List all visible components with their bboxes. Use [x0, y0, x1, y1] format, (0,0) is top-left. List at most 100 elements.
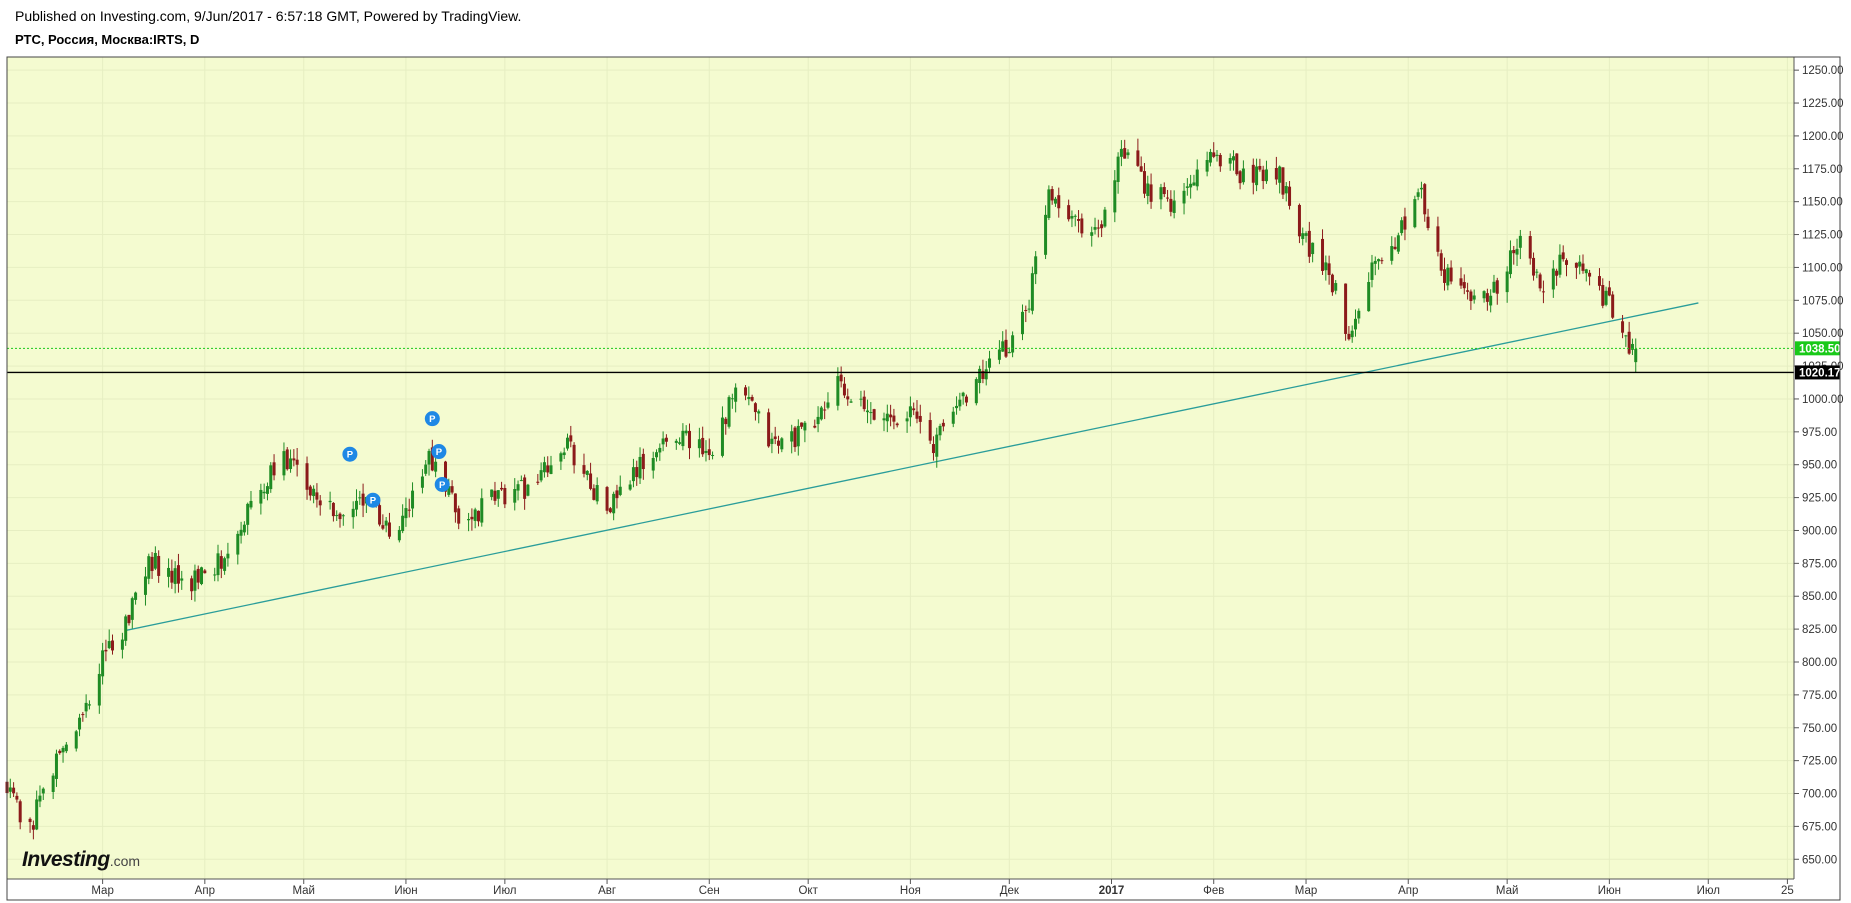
- event-marker[interactable]: P: [434, 476, 450, 492]
- candle-body: [143, 576, 147, 595]
- event-marker[interactable]: P: [342, 446, 358, 462]
- candle-body: [542, 462, 546, 473]
- y-tick-label: 850.00: [1802, 591, 1837, 603]
- trendline[interactable]: [125, 302, 1699, 632]
- candle-body: [1166, 197, 1170, 199]
- candle-body: [223, 558, 227, 571]
- candle-body: [1489, 295, 1493, 306]
- y-tick-label: 900.00: [1802, 525, 1837, 537]
- candle-body: [839, 374, 843, 382]
- y-tick-label: 775.00: [1802, 690, 1837, 702]
- candle-body: [681, 430, 685, 447]
- y-tick-label: 800.00: [1802, 657, 1837, 669]
- candle-body: [1423, 184, 1427, 215]
- published-info: Published on Investing.com, 9/Jun/2017 -…: [15, 8, 522, 24]
- candle-body: [565, 437, 569, 449]
- candle-body: [361, 493, 365, 506]
- candle-body: [41, 788, 45, 794]
- candle-body: [569, 435, 573, 442]
- last-price-badge: 1038.50: [1795, 341, 1841, 356]
- candle-body: [1535, 271, 1539, 273]
- event-marker-circle: [434, 476, 450, 492]
- price-axis[interactable]: [1794, 57, 1840, 879]
- candle-body: [615, 490, 619, 499]
- event-marker-label: P: [347, 450, 354, 461]
- candle-body: [173, 568, 177, 584]
- candle-body: [1508, 250, 1512, 275]
- candle-body: [1505, 271, 1509, 293]
- event-marker[interactable]: P: [424, 411, 440, 427]
- candle-body: [1215, 154, 1219, 156]
- candle-body: [1439, 253, 1443, 271]
- candle-body: [1565, 260, 1569, 265]
- event-marker[interactable]: P: [431, 444, 447, 460]
- y-tick-label: 975.00: [1802, 427, 1837, 439]
- candle-body: [1462, 282, 1466, 289]
- candle-body: [1621, 321, 1625, 333]
- chart-frame: [6, 56, 1841, 901]
- candle-body: [351, 508, 355, 518]
- candle-body: [203, 570, 207, 574]
- candle-body: [638, 456, 642, 479]
- candle-body: [295, 459, 299, 465]
- candle-body: [285, 449, 289, 470]
- candle-body: [453, 493, 457, 513]
- candle-body: [378, 505, 382, 525]
- candle-body: [1073, 215, 1077, 217]
- candle-body: [585, 470, 589, 475]
- candle-body: [595, 485, 599, 502]
- candle-body: [219, 556, 223, 569]
- candle-body: [1113, 180, 1117, 213]
- candle-body: [836, 376, 840, 406]
- candle-body: [387, 522, 391, 537]
- candle-body: [1288, 186, 1292, 206]
- candle-body: [420, 476, 424, 488]
- candle-body: [796, 425, 800, 447]
- candle-body: [15, 795, 19, 800]
- candle-body: [770, 438, 774, 444]
- candle-body: [1393, 246, 1397, 249]
- candle-body: [1218, 154, 1222, 167]
- candle-body: [707, 449, 711, 456]
- candle-body: [720, 417, 724, 456]
- x-tick-label: Май: [1496, 885, 1519, 897]
- candle-body: [213, 574, 217, 576]
- event-marker-circle: [424, 411, 440, 427]
- candle-body: [1466, 290, 1470, 292]
- candle-body: [292, 458, 296, 461]
- candle-body: [216, 553, 220, 576]
- time-axis[interactable]: Мар Апр Май Июн Июл Авг Сен Окт Ноя Дек 2017 Фев Мар…: [7, 878, 1794, 900]
- price-badges: 1038.50 1020.17: [1795, 341, 1841, 380]
- y-tick-label: 1225.00: [1802, 98, 1844, 110]
- candle-body: [1578, 261, 1582, 267]
- plot-area[interactable]: [7, 57, 1794, 879]
- chart-title: РТС, Россия, Москва:IRTS, D: [15, 32, 200, 47]
- candle-body: [658, 447, 662, 453]
- candle-body: [866, 410, 870, 413]
- candle-body: [427, 450, 431, 465]
- candle-body: [655, 452, 659, 458]
- candle-body: [651, 458, 655, 471]
- candle-body: [493, 490, 497, 501]
- candle-body: [780, 438, 784, 450]
- candle-body: [803, 422, 807, 431]
- x-tick-label: Сен: [699, 885, 720, 897]
- candle-body: [1607, 287, 1611, 296]
- candle-body: [101, 650, 105, 677]
- candle-body: [727, 397, 731, 427]
- candle-body: [753, 403, 757, 413]
- candle-body: [978, 368, 982, 383]
- candle-body: [1057, 195, 1061, 209]
- candle-body: [1574, 262, 1578, 268]
- candle-body: [928, 420, 932, 441]
- event-marker[interactable]: P: [365, 492, 381, 508]
- y-tick-label: 1250.00: [1802, 65, 1844, 77]
- candle-body: [74, 731, 78, 749]
- candle-body: [404, 508, 408, 519]
- candle-body: [269, 465, 273, 490]
- candle-body: [401, 515, 405, 532]
- candle-body: [58, 750, 62, 754]
- candle-body: [1532, 257, 1536, 276]
- candle-body: [318, 500, 322, 506]
